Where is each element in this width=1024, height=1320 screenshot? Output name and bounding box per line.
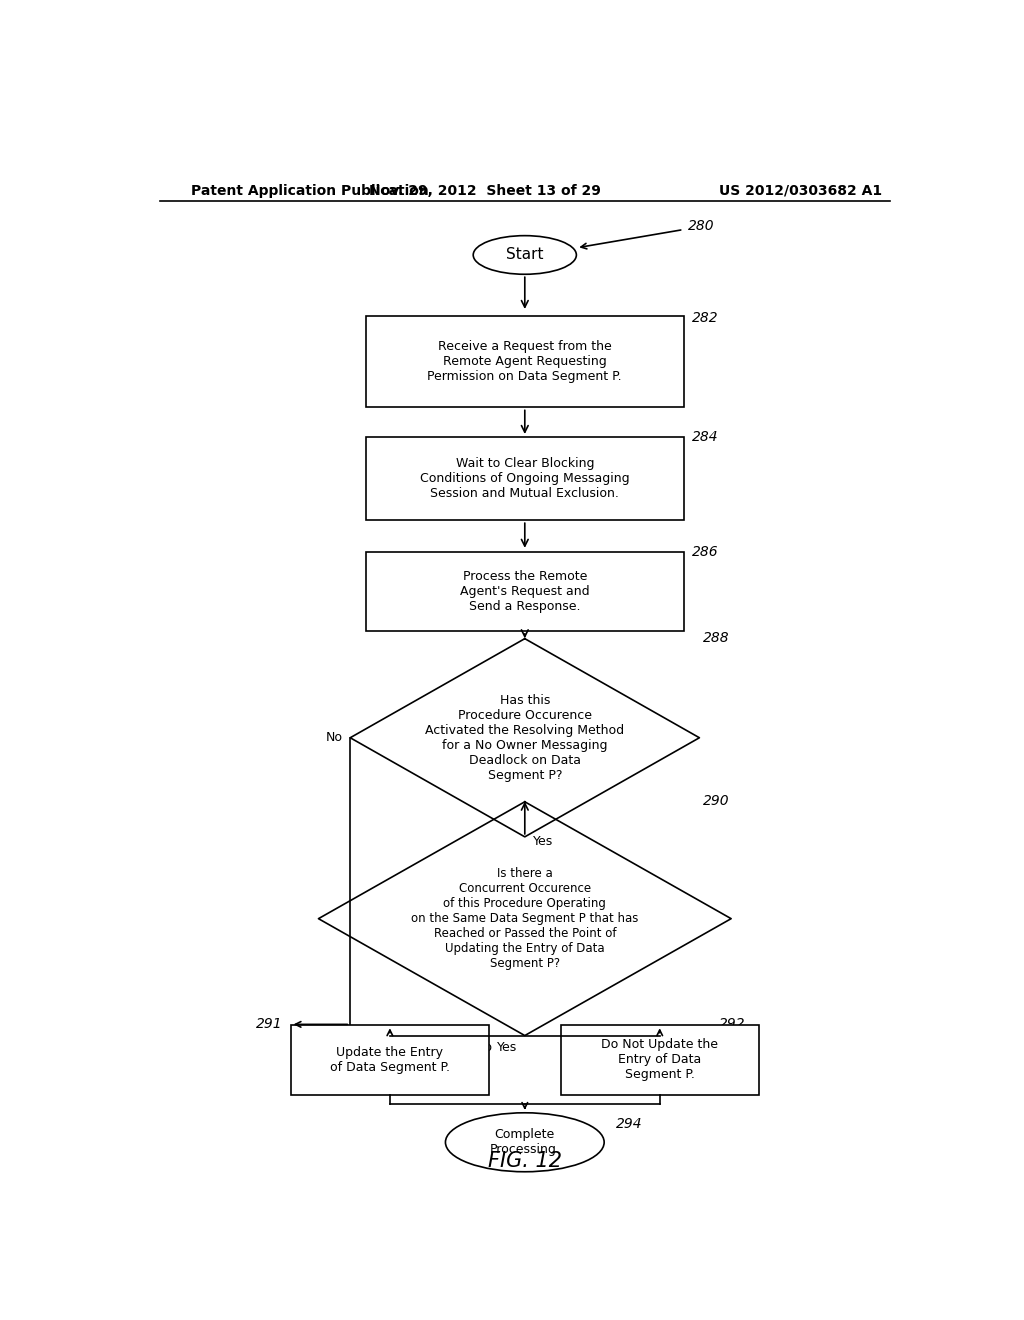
- Ellipse shape: [473, 236, 577, 275]
- Text: 292: 292: [719, 1018, 745, 1031]
- Polygon shape: [318, 801, 731, 1036]
- Text: Has this
Procedure Occurence
Activated the Resolving Method
for a No Owner Messa: Has this Procedure Occurence Activated t…: [425, 694, 625, 781]
- Text: 286: 286: [691, 545, 718, 558]
- Text: 282: 282: [691, 312, 718, 325]
- Text: Wait to Clear Blocking
Conditions of Ongoing Messaging
Session and Mutual Exclus: Wait to Clear Blocking Conditions of Ong…: [420, 457, 630, 500]
- FancyBboxPatch shape: [291, 1026, 489, 1094]
- Text: No: No: [476, 1040, 494, 1053]
- FancyBboxPatch shape: [367, 437, 684, 520]
- Text: 284: 284: [691, 430, 718, 444]
- Text: Patent Application Publication: Patent Application Publication: [191, 183, 429, 198]
- Text: FIG. 12: FIG. 12: [487, 1151, 562, 1171]
- FancyBboxPatch shape: [560, 1026, 759, 1094]
- Ellipse shape: [445, 1113, 604, 1172]
- Text: Update the Entry
of Data Segment P.: Update the Entry of Data Segment P.: [330, 1045, 450, 1074]
- Text: Do Not Update the
Entry of Data
Segment P.: Do Not Update the Entry of Data Segment …: [601, 1039, 718, 1081]
- Text: Receive a Request from the
Remote Agent Requesting
Permission on Data Segment P.: Receive a Request from the Remote Agent …: [427, 341, 623, 383]
- Text: Is there a
Concurrent Occurence
of this Procedure Operating
on the Same Data Seg: Is there a Concurrent Occurence of this …: [411, 867, 639, 970]
- Text: No: No: [326, 731, 342, 744]
- Text: Process the Remote
Agent's Request and
Send a Response.: Process the Remote Agent's Request and S…: [460, 570, 590, 612]
- Text: Yes: Yes: [532, 836, 553, 847]
- Polygon shape: [350, 639, 699, 837]
- Text: 291: 291: [256, 1018, 283, 1031]
- Text: 280: 280: [687, 219, 714, 234]
- Text: Nov. 29, 2012  Sheet 13 of 29: Nov. 29, 2012 Sheet 13 of 29: [370, 183, 601, 198]
- Text: 290: 290: [703, 793, 730, 808]
- FancyBboxPatch shape: [367, 315, 684, 408]
- Text: US 2012/0303682 A1: US 2012/0303682 A1: [719, 183, 882, 198]
- Text: 294: 294: [616, 1117, 643, 1131]
- Text: Complete
Processing.: Complete Processing.: [489, 1129, 560, 1156]
- Text: Yes: Yes: [497, 1040, 517, 1053]
- FancyBboxPatch shape: [367, 552, 684, 631]
- Text: 288: 288: [703, 631, 730, 645]
- Text: Start: Start: [506, 247, 544, 263]
